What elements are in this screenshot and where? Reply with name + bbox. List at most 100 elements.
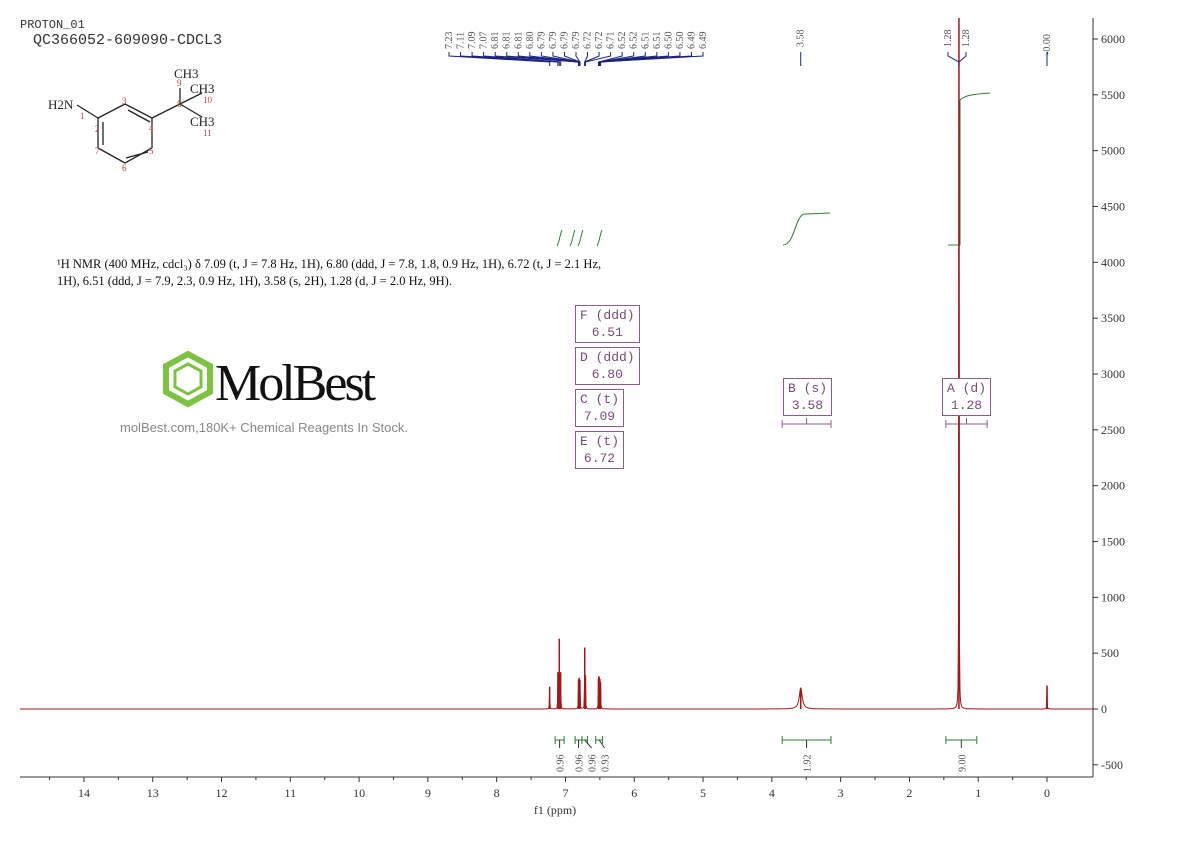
y-tick-label: 5500 (1101, 88, 1125, 102)
multiplet-box-d: D (ddd) 6.80 (575, 347, 640, 385)
peak-label-connector (483, 52, 562, 66)
chemical-structure: H2N CH3 CH3 CH3 1 2 3 4 5 6 7 8 9 10 11 (48, 66, 215, 173)
y-tick-label: 2000 (1101, 479, 1125, 493)
x-tick-label: 13 (147, 786, 159, 800)
watermark-logo: MolBest (160, 350, 380, 414)
peak-label-connector (958, 52, 967, 66)
x-tick-label: 5 (700, 786, 706, 800)
peak-label: 6.80 (525, 32, 536, 50)
peak-label: 6.79 (571, 32, 582, 50)
label-nh2: H2N (48, 97, 74, 112)
peak-label: 6.81 (490, 32, 501, 50)
label-ch3-mid: CH3 (190, 81, 215, 96)
integral-curve (596, 229, 603, 247)
spectrum-line (20, 62, 1093, 710)
peak-label-connector (584, 52, 600, 66)
peak-label: 6.79 (559, 32, 570, 50)
multiplet-label: B (s) (788, 381, 828, 396)
peak-label: 7.23 (444, 32, 455, 50)
peak-label: 7.09 (467, 32, 478, 50)
integral-value: 1.92 (803, 755, 814, 773)
peak-label-connector (448, 52, 551, 66)
multiplet-box-e: E (t) 6.72 (575, 431, 625, 469)
y-tick-label: 2500 (1101, 423, 1125, 437)
label-ch3-top: CH3 (174, 66, 199, 81)
peak-label: 6.51 (640, 32, 651, 50)
peak-label: 6.49 (686, 32, 697, 50)
peak-label: 1.28 (943, 30, 954, 48)
sample-id: QC366052-609090-CDCL3 (33, 32, 223, 49)
peak-label: 1.28 (961, 30, 972, 48)
peak-label-connector (947, 52, 960, 66)
peak-label: 6.52 (617, 32, 628, 50)
x-tick-label: 7 (562, 786, 568, 800)
atom-number: 11 (203, 128, 212, 138)
multiplet-shift: 1.28 (950, 398, 983, 413)
x-tick-label: 14 (78, 786, 90, 800)
y-tick-label: 0 (1101, 702, 1107, 716)
multiplet-shift: 3.58 (791, 398, 824, 413)
peak-label: -0.00 (1042, 34, 1053, 55)
peak-label-connector (597, 52, 635, 66)
multiplet-shift: 6.51 (591, 325, 623, 340)
atom-number: 8 (177, 99, 182, 109)
atom-number: 4 (149, 123, 154, 133)
peak-label: 6.71 (606, 32, 617, 50)
x-axis-label: f1 (ppm) (534, 803, 576, 817)
multiplet-shift: 7.09 (583, 409, 616, 424)
peak-label: 6.49 (698, 32, 709, 50)
x-tick-label: 8 (494, 786, 500, 800)
integral-value: 0.93 (601, 755, 612, 773)
atom-number: 5 (149, 146, 154, 156)
peak-label: 6.79 (536, 32, 547, 50)
integral-value: 0.96 (556, 755, 567, 773)
multiplet-label: E (t) (580, 434, 620, 449)
integral-curve (569, 229, 576, 247)
experiment-name: PROTON_01 (20, 18, 85, 32)
y-tick-label: 500 (1101, 646, 1119, 660)
atom-number: 7 (95, 146, 100, 156)
x-tick-label: 4 (769, 786, 775, 800)
integral-tick (598, 739, 605, 749)
integral-value: 0.96 (575, 755, 586, 773)
atom-number: 3 (122, 96, 127, 106)
atom-number: 9 (177, 78, 182, 88)
y-tick-label: 5000 (1101, 144, 1125, 158)
y-tick-label: 3000 (1101, 367, 1125, 381)
atom-number: 2 (95, 124, 100, 134)
peak-label-connector (471, 52, 560, 66)
peak-label: 6.79 (548, 32, 559, 50)
multiplet-label: C (t) (580, 392, 620, 407)
integral-value: 9.00 (957, 755, 968, 773)
integral-curve (556, 229, 563, 247)
peak-label: 6.81 (513, 32, 524, 50)
peak-label-connector (598, 52, 658, 66)
multiplet-box-a: A (d) 1.28 (942, 378, 992, 416)
peak-label: 7.07 (479, 32, 490, 50)
y-tick-label: 1500 (1101, 534, 1125, 548)
multiplet-label: D (ddd) (580, 350, 635, 365)
peak-label: 6.52 (629, 32, 640, 50)
multiplet-box-b: B (s) 3.58 (783, 378, 833, 416)
peak-label: 6.81 (502, 32, 513, 50)
watermark-logo-text: MolBest (215, 355, 377, 410)
watermark-text: molBest.com,180K+ Chemical Reagents In S… (120, 420, 408, 435)
peak-label-connector (575, 52, 581, 66)
y-tick-label: 4000 (1101, 255, 1125, 269)
nmr-description: ¹H NMR (400 MHz, cdcl₃) δ 7.09 (t, J = 7… (57, 257, 602, 288)
multiplet-shift: 6.72 (583, 451, 616, 466)
peak-label: 6.72 (594, 32, 605, 50)
x-tick-label: 9 (425, 786, 431, 800)
x-tick-label: 10 (353, 786, 365, 800)
peak-label: 6.50 (675, 32, 686, 50)
peak-label: 7.11 (456, 32, 467, 49)
y-tick-label: 1000 (1101, 590, 1125, 604)
integral-curve (782, 212, 831, 246)
y-tick-label: -500 (1101, 758, 1123, 772)
integral-curve (948, 92, 991, 246)
multiplet-box-c: C (t) 7.09 (575, 389, 625, 427)
multiplet-label: A (d) (947, 381, 987, 396)
x-tick-label: 2 (906, 786, 912, 800)
atom-number: 10 (203, 95, 213, 105)
multiplet-label: F (ddd) (580, 308, 635, 323)
